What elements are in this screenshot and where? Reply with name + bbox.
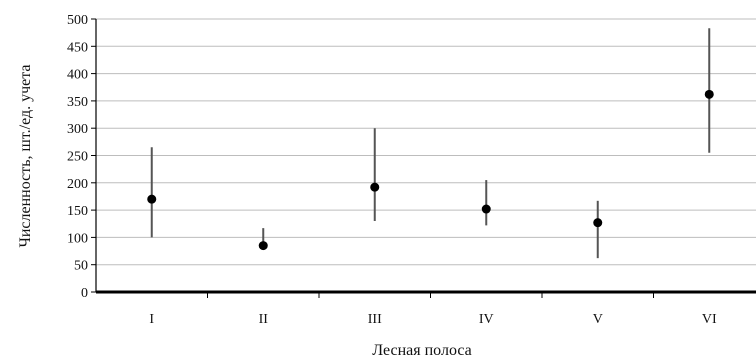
data-point: [704, 89, 714, 99]
x-tick-label: V: [593, 312, 603, 327]
y-tick-label: 100: [67, 231, 88, 246]
y-tick-label: 150: [67, 204, 88, 219]
axes: [91, 18, 756, 298]
y-tick-label: 500: [67, 13, 88, 28]
x-tick-label: III: [368, 312, 382, 327]
y-tick-label: 400: [67, 68, 88, 83]
data-point: [370, 182, 380, 192]
data-point: [258, 241, 268, 251]
y-tick-label: 300: [67, 122, 88, 137]
y-tick-label: 250: [67, 150, 88, 165]
y-tick-label: 0: [81, 286, 88, 301]
x-axis-label: Лесная полоса: [372, 342, 472, 359]
data-marks: [147, 28, 714, 259]
y-tick-label: 200: [67, 177, 88, 192]
x-tick-label: VI: [702, 312, 717, 327]
x-tick-label: IV: [479, 312, 494, 327]
data-point: [481, 204, 491, 214]
y-tick-label: 350: [67, 95, 88, 110]
data-point: [147, 194, 157, 204]
gridlines: [96, 18, 756, 266]
y-tick-label: 450: [67, 40, 88, 55]
y-tick-label: 50: [74, 259, 88, 274]
data-point: [593, 218, 603, 228]
x-tick-label: I: [149, 312, 154, 327]
y-axis-label: Численность, шт./ед. учета: [17, 64, 34, 247]
x-tick-label: II: [259, 312, 269, 327]
